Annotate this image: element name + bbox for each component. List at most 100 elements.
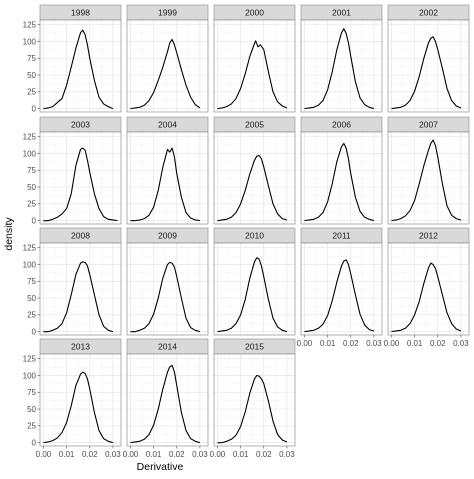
plot-background bbox=[214, 354, 295, 446]
panel-border bbox=[39, 353, 122, 447]
facet-strip-label: 2002 bbox=[419, 8, 438, 18]
y-tick-label: 100 bbox=[23, 371, 37, 380]
facet-panel-2011: 2011 0.00 0.01 0.02 0.03 bbox=[297, 227, 383, 348]
y-tick-label: 75 bbox=[27, 388, 36, 397]
y-tick-label: 125 bbox=[23, 355, 37, 364]
density-line-2013 bbox=[43, 371, 114, 444]
plot-background bbox=[40, 354, 121, 446]
y-axis-title: density bbox=[3, 217, 15, 251]
panel-border bbox=[213, 131, 296, 225]
facet-panel-1998: 1998 0 25 50 75 100 125 bbox=[23, 4, 122, 113]
x-tick-label: 0.02 bbox=[82, 450, 98, 459]
y-tick-label: 100 bbox=[23, 149, 37, 158]
y-tick-label: 25 bbox=[27, 311, 36, 320]
density-line-2006 bbox=[304, 142, 375, 222]
panel-border bbox=[213, 353, 296, 447]
x-tick-label: 0.02 bbox=[343, 339, 359, 348]
plot-background bbox=[127, 354, 208, 446]
density-line-2003 bbox=[43, 147, 118, 222]
density-line-2004 bbox=[130, 147, 200, 222]
facet-strip-label: 2001 bbox=[332, 8, 351, 18]
density-line-2010 bbox=[217, 257, 288, 333]
facet-strip-label: 2003 bbox=[71, 120, 90, 130]
facet-panel-2001: 2001 bbox=[300, 4, 383, 113]
x-tick-label: 0.01 bbox=[407, 339, 423, 348]
facet-panel-2003: 2003 0 25 50 75 100 125 bbox=[23, 116, 122, 225]
facet-panel-2007: 2007 bbox=[387, 116, 470, 225]
facet-strip-label: 2007 bbox=[419, 120, 438, 130]
x-tick-label: 0.00 bbox=[210, 450, 226, 459]
density-line-2001 bbox=[304, 28, 375, 110]
plot-background bbox=[127, 243, 208, 335]
x-tick-label: 0.03 bbox=[279, 450, 295, 459]
facet-strip-label: 2015 bbox=[245, 342, 264, 352]
panel-border bbox=[39, 242, 122, 336]
facet-panel-2000: 2000 bbox=[213, 4, 296, 113]
x-tick-label: 0.00 bbox=[384, 339, 400, 348]
x-tick-label: 0.01 bbox=[59, 450, 75, 459]
panel-border bbox=[126, 242, 209, 336]
facet-strip-label: 1999 bbox=[158, 8, 177, 18]
facet-panel-2012: 2012 0.00 0.01 0.02 0.03 bbox=[384, 227, 470, 348]
x-tick-label: 0.02 bbox=[169, 450, 185, 459]
x-tick-label: 0.02 bbox=[430, 339, 446, 348]
facet-panel-2015: 2015 0.00 0.01 0.02 0.03 bbox=[210, 338, 296, 459]
density-line-2012 bbox=[391, 262, 462, 333]
facet-panel-2013: 2013 0 25 50 75 100 125 0.00 0.01 0.02 0.03 bbox=[23, 338, 122, 459]
plot-background bbox=[388, 243, 469, 335]
plot-background bbox=[127, 132, 208, 224]
y-tick-label: 125 bbox=[23, 21, 37, 30]
y-tick-label: 0 bbox=[32, 327, 37, 336]
plot-background bbox=[214, 20, 295, 112]
facet-panel-2006: 2006 bbox=[300, 116, 383, 225]
facet-strip-label: 2013 bbox=[71, 342, 90, 352]
y-tick-label: 75 bbox=[27, 277, 36, 286]
x-tick-label: 0.01 bbox=[146, 450, 162, 459]
density-line-2000 bbox=[217, 40, 288, 110]
density-line-2008 bbox=[43, 261, 114, 333]
density-line-1998 bbox=[43, 29, 114, 110]
density-line-2014 bbox=[130, 364, 201, 444]
plot-background bbox=[214, 132, 295, 224]
panel-border bbox=[300, 19, 383, 113]
plot-background bbox=[40, 243, 121, 335]
x-tick-label: 0.03 bbox=[105, 450, 121, 459]
density-line-2009 bbox=[130, 261, 201, 333]
plot-background bbox=[127, 20, 208, 112]
facet-strip-label: 2000 bbox=[245, 8, 264, 18]
facet-panel-2002: 2002 bbox=[387, 4, 470, 113]
x-tick-label: 0.01 bbox=[320, 339, 336, 348]
facet-strip-label: 2004 bbox=[158, 120, 177, 130]
plot-background bbox=[301, 20, 382, 112]
y-tick-label: 25 bbox=[27, 88, 36, 97]
facet-strip-label: 1998 bbox=[71, 8, 90, 18]
x-tick-label: 0.00 bbox=[297, 339, 313, 348]
y-tick-label: 0 bbox=[32, 438, 37, 447]
x-tick-label: 0.02 bbox=[256, 450, 272, 459]
x-tick-label: 0.03 bbox=[453, 339, 469, 348]
facet-strip-label: 2010 bbox=[245, 231, 264, 241]
y-tick-label: 50 bbox=[27, 71, 36, 80]
plot-background bbox=[301, 132, 382, 224]
facet-panel-2014: 2014 0.00 0.01 0.02 0.03 bbox=[123, 338, 209, 459]
y-tick-label: 100 bbox=[23, 260, 37, 269]
plot-background bbox=[40, 20, 121, 112]
panel-border bbox=[387, 19, 470, 113]
panel-border bbox=[126, 19, 209, 113]
x-tick-label: 0.01 bbox=[233, 450, 249, 459]
density-line-1999 bbox=[130, 38, 201, 110]
facet-strip-label: 2011 bbox=[332, 231, 351, 241]
facet-panel-2004: 2004 bbox=[126, 116, 209, 225]
plot-background bbox=[388, 20, 469, 112]
y-tick-label: 50 bbox=[27, 183, 36, 192]
x-tick-label: 0.03 bbox=[192, 450, 208, 459]
y-tick-label: 50 bbox=[27, 405, 36, 414]
facet-strip-label: 2008 bbox=[71, 231, 90, 241]
facet-panel-2005: 2005 bbox=[213, 116, 296, 225]
y-tick-label: 0 bbox=[32, 216, 37, 225]
plot-background bbox=[40, 132, 121, 224]
facet-panel-2010: 2010 bbox=[213, 227, 296, 336]
y-tick-label: 125 bbox=[23, 133, 37, 142]
y-tick-label: 0 bbox=[32, 104, 37, 113]
